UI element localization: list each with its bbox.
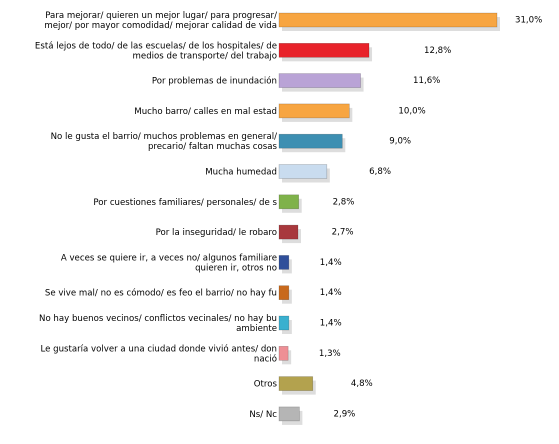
value-label: 1,4% (320, 319, 342, 329)
category-line: Otros (254, 379, 278, 389)
category-line: Está lejos de todo/ de las escuelas/ de … (35, 41, 277, 51)
category-line: quieren ir, otros no (195, 263, 277, 273)
category-line: Ns/ Nc (249, 409, 277, 419)
category-label: Le gustaría volver a una ciudad donde vi… (40, 343, 277, 364)
category-label: A veces se quiere ir, a veces no/ alguno… (61, 253, 277, 273)
bar (278, 315, 290, 331)
value-label: 12,8% (424, 46, 451, 56)
category-label: Por cuestiones familiares/ personales/ d… (93, 197, 277, 207)
value-label: 1,4% (320, 288, 342, 298)
category-label: Para mejorar/ quieren un mejor lugar/ pa… (44, 11, 277, 31)
category-line: Para mejorar/ quieren un mejor lugar/ pa… (45, 11, 277, 21)
bar (278, 164, 328, 179)
category-label: Está lejos de todo/ de las escuelas/ de … (35, 41, 277, 61)
category-label: No le gusta el barrio/ muchos problemas … (51, 132, 278, 152)
category-line: medios de transporte/ del trabajo (133, 51, 277, 61)
value-label: 10,0% (398, 106, 425, 116)
bar (278, 12, 498, 28)
bar (278, 285, 290, 301)
value-label: 4,8% (351, 379, 373, 389)
bar (278, 42, 370, 58)
category-line: A veces se quiere ir, a veces no/ alguno… (61, 253, 277, 263)
category-line: ambiente (236, 324, 277, 334)
category-line: Por cuestiones familiares/ personales/ d… (93, 197, 277, 207)
value-label: 2,9% (334, 409, 356, 419)
bar (278, 255, 290, 270)
value-label: 2,7% (332, 228, 354, 238)
bar (278, 103, 350, 119)
category-label: Ns/ Nc (249, 409, 277, 419)
category-line: Mucha humedad (205, 167, 277, 177)
value-label: 1,3% (319, 349, 341, 359)
category-line: Se vive mal/ no es cómodo/ es feo el bar… (45, 287, 277, 298)
value-label: 11,6% (413, 76, 440, 86)
category-line: Por la inseguridad/ le robaro (156, 228, 277, 238)
category-line: No le gusta el barrio/ muchos problemas … (51, 132, 278, 142)
category-line: precario/ faltan muchas cosas (148, 142, 278, 152)
bar (278, 376, 314, 391)
category-label: Mucho barro/ calles en mal estad (134, 106, 277, 116)
category-line: nació (254, 353, 277, 364)
category-line: Le gustaría volver a una ciudad donde vi… (40, 343, 277, 354)
value-label: 2,8% (333, 197, 355, 207)
category-label: Mucha humedad (205, 167, 277, 177)
value-label: 6,8% (369, 167, 391, 177)
category-line: mejor/ por mayor comodidad/ mejorar cali… (44, 21, 277, 31)
category-label: Se vive mal/ no es cómodo/ es feo el bar… (45, 287, 277, 298)
category-label: Por problemas de inundación (152, 75, 277, 86)
bar (278, 194, 299, 210)
bar (278, 73, 361, 88)
value-label: 9,0% (389, 137, 411, 147)
category-label: No hay buenos vecinos/ conflictos vecina… (39, 314, 277, 334)
bar (278, 224, 299, 240)
category-label: Por la inseguridad/ le robaro (156, 228, 277, 238)
bar (278, 133, 343, 149)
category-line: No hay buenos vecinos/ conflictos vecina… (39, 314, 277, 324)
category-line: Mucho barro/ calles en mal estad (134, 106, 277, 116)
category-line: Por problemas de inundación (152, 75, 277, 86)
value-label: 31,0% (515, 16, 542, 26)
category-label: Otros (254, 379, 278, 389)
bar (278, 345, 289, 361)
value-label: 1,4% (320, 258, 342, 268)
bar (278, 406, 300, 422)
